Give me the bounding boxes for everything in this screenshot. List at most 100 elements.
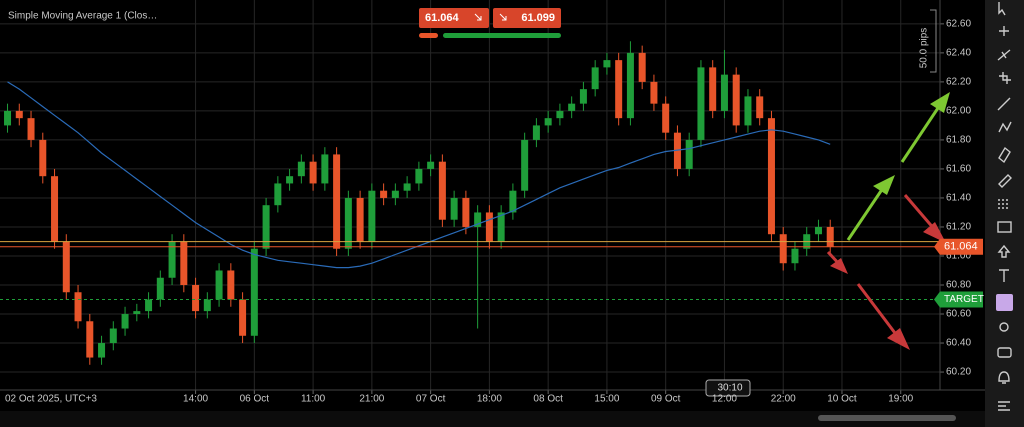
candle-body	[485, 212, 493, 242]
candle-body	[239, 299, 247, 336]
moving-average-line	[7, 81, 831, 269]
candle-body	[133, 311, 141, 315]
circle-tool[interactable]	[999, 322, 1009, 332]
target-label: TARGET	[944, 294, 984, 305]
candle-body	[532, 125, 540, 140]
y-tick-label: 62.20	[946, 77, 971, 88]
candle-body	[286, 176, 294, 184]
text-tool[interactable]	[999, 269, 1009, 282]
candle-body	[321, 154, 329, 184]
x-tick-label: 22:00	[771, 394, 796, 405]
y-tick-label: 60.80	[946, 280, 971, 291]
shape-tool[interactable]	[997, 244, 1011, 258]
cursor-tool[interactable]	[998, 2, 1006, 16]
candle-body	[51, 176, 59, 242]
candle-body	[297, 161, 305, 177]
candle-body	[685, 139, 693, 169]
candle-body	[626, 52, 634, 119]
candle-body	[274, 183, 282, 206]
candle-body	[767, 118, 775, 235]
pips-label: 50.0 pips	[919, 28, 930, 69]
x-tick-label: 18:00	[477, 394, 502, 405]
target-tag	[934, 291, 983, 308]
x-tick-label: 19:00	[888, 394, 913, 405]
y-tick-label: 61.40	[946, 193, 971, 204]
sell-volume-bar	[419, 33, 438, 38]
y-tick-label: 60.60	[946, 309, 971, 320]
candle-body	[356, 197, 364, 242]
candle-body	[744, 96, 752, 126]
candle-body	[62, 241, 70, 293]
y-tick-label: 61.20	[946, 222, 971, 233]
bid-price-tag	[934, 238, 983, 255]
scrollbar-thumb[interactable]	[818, 415, 956, 421]
candle-body	[521, 139, 529, 191]
y-tick-label: 60.40	[946, 338, 971, 349]
candle-body	[98, 343, 106, 358]
timer-label: 30:10	[717, 383, 742, 394]
candle-body	[27, 118, 35, 140]
candle-body	[309, 161, 317, 184]
candle-body	[203, 299, 211, 312]
sell-button[interactable]	[419, 8, 489, 28]
timer-box	[705, 379, 751, 397]
buy-button[interactable]	[493, 8, 561, 28]
candle-body	[638, 52, 646, 82]
candle-body	[74, 292, 82, 322]
candle-body	[826, 226, 834, 247]
candle-body	[415, 168, 423, 184]
crosshair-tool[interactable]	[999, 26, 1009, 36]
x-tick-label: 07 Oct	[416, 394, 446, 405]
buy-volume-bar	[443, 33, 561, 38]
measure-tool[interactable]	[997, 49, 1011, 61]
toolbar-icons	[997, 2, 1012, 411]
pen-tool[interactable]	[998, 121, 1012, 133]
candle-body	[509, 190, 517, 213]
x-tick-label: 14:00	[183, 394, 208, 405]
y-tick-label: 62.60	[946, 19, 971, 30]
scrollbar-track	[0, 411, 985, 427]
candle-body	[403, 183, 411, 191]
candle-body	[168, 241, 176, 278]
fib-tool[interactable]	[998, 199, 1010, 209]
candle-body	[215, 270, 223, 300]
candle-body	[180, 241, 188, 285]
trendline-tool[interactable]	[997, 97, 1011, 111]
candle-body	[579, 89, 587, 104]
candle-body	[615, 60, 623, 119]
indicator-label: Simple Moving Average 1 (Clos…	[8, 11, 157, 22]
marker-tool[interactable]	[998, 174, 1012, 188]
candle-body	[262, 205, 270, 249]
candle-body	[568, 103, 576, 111]
x-tick-label: 15:00	[594, 394, 619, 405]
candle-body	[145, 299, 153, 312]
sell-price: 61.064	[425, 12, 460, 24]
x-start-label: 02 Oct 2025, UTC+3	[5, 394, 97, 405]
candle-body	[791, 248, 799, 264]
brush-tool[interactable]	[998, 146, 1011, 164]
x-tick-label: 21:00	[359, 394, 384, 405]
y-tick-label: 61.80	[946, 135, 971, 146]
drawing-arrows	[826, 92, 950, 350]
camera-tool[interactable]	[997, 347, 1012, 358]
y-tick-label: 61.00	[946, 251, 971, 262]
x-tick-label: 10 Oct	[827, 394, 857, 405]
y-tick-label: 60.20	[946, 367, 971, 378]
alert-tool[interactable]	[998, 371, 1010, 384]
plot	[0, 41, 940, 365]
candle-body	[438, 161, 446, 220]
candle-body	[474, 212, 482, 227]
candle-body	[603, 60, 611, 68]
candle-body	[544, 118, 552, 126]
crop-tool[interactable]	[999, 72, 1011, 84]
settings-tool[interactable]	[998, 401, 1010, 411]
color-swatch[interactable]	[996, 294, 1013, 311]
candle-body	[720, 74, 728, 111]
candle-body	[814, 226, 822, 235]
sell-arrow-icon	[474, 13, 482, 21]
candle-body	[109, 328, 117, 344]
y-tick-label: 61.60	[946, 164, 971, 175]
candle-body	[709, 67, 717, 111]
x-tick-label: 09 Oct	[651, 394, 681, 405]
rect-tool[interactable]	[997, 221, 1012, 233]
